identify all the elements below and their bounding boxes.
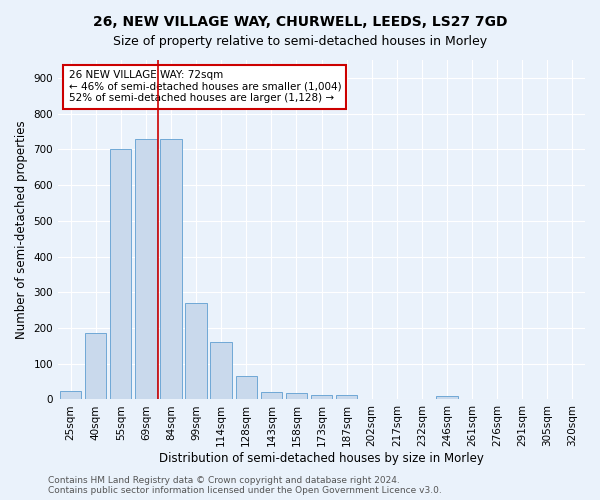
Bar — [135, 138, 157, 400]
Bar — [311, 395, 332, 400]
Bar — [110, 150, 131, 400]
Text: Size of property relative to semi-detached houses in Morley: Size of property relative to semi-detach… — [113, 35, 487, 48]
Bar — [85, 334, 106, 400]
Bar — [436, 396, 458, 400]
Bar — [185, 303, 207, 400]
Bar — [236, 376, 257, 400]
Bar — [211, 342, 232, 400]
Text: 26, NEW VILLAGE WAY, CHURWELL, LEEDS, LS27 7GD: 26, NEW VILLAGE WAY, CHURWELL, LEEDS, LS… — [93, 15, 507, 29]
Bar — [160, 138, 182, 400]
Bar — [260, 392, 282, 400]
Y-axis label: Number of semi-detached properties: Number of semi-detached properties — [15, 120, 28, 339]
Text: Contains HM Land Registry data © Crown copyright and database right 2024.
Contai: Contains HM Land Registry data © Crown c… — [48, 476, 442, 495]
Bar — [60, 390, 81, 400]
X-axis label: Distribution of semi-detached houses by size in Morley: Distribution of semi-detached houses by … — [159, 452, 484, 465]
Bar — [286, 393, 307, 400]
Text: 26 NEW VILLAGE WAY: 72sqm
← 46% of semi-detached houses are smaller (1,004)
52% : 26 NEW VILLAGE WAY: 72sqm ← 46% of semi-… — [68, 70, 341, 103]
Bar — [336, 395, 357, 400]
